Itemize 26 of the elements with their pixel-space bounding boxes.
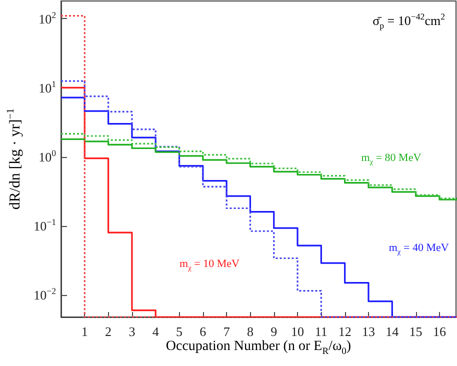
x-tick-label: 14 xyxy=(386,324,400,339)
y-tick-label: 10$^{2}$ xyxy=(38,10,56,26)
x-tick-label: 7 xyxy=(223,324,230,339)
x-tick-label: 11 xyxy=(314,324,328,339)
x-tick-label: 4 xyxy=(152,324,160,339)
y-tick-label: 10$^{0}$ xyxy=(38,148,56,164)
x-axis-title: Occupation Number (n or E$_{R}$/ω$_{0}$) xyxy=(166,339,352,357)
x-tick-label: 2 xyxy=(105,324,112,339)
x-tick-label: 12 xyxy=(338,324,352,339)
x-tick-label: 13 xyxy=(362,324,375,339)
x-tick-label: 16 xyxy=(432,324,446,339)
y-tick-label: 10$^{−1}$ xyxy=(34,217,56,234)
y-tick-label: 10$^{1}$ xyxy=(38,78,56,96)
series-label: m$_{χ}$ = 80 MeV xyxy=(361,152,422,166)
y-tick-label: 10$^{−2}$ xyxy=(34,286,56,302)
x-tick-label: 8 xyxy=(246,324,254,339)
x-tick-label: 10 xyxy=(291,324,304,339)
x-tick-label: 3 xyxy=(128,324,136,339)
x-tick-label: 5 xyxy=(176,324,183,339)
x-tick-label: 9 xyxy=(270,324,278,339)
x-tick-label: 15 xyxy=(409,324,422,339)
x-tick-label: 1 xyxy=(81,324,88,339)
text: m$_{χ}$ = 10 MeV xyxy=(180,258,240,272)
x-tick-label: 6 xyxy=(200,324,207,339)
text: m$_{χ}$ = 40 MeV xyxy=(388,242,449,256)
annotation: σ̄$_{p}$ = 10$^{−42}$cm$^{2}$ xyxy=(372,12,445,31)
